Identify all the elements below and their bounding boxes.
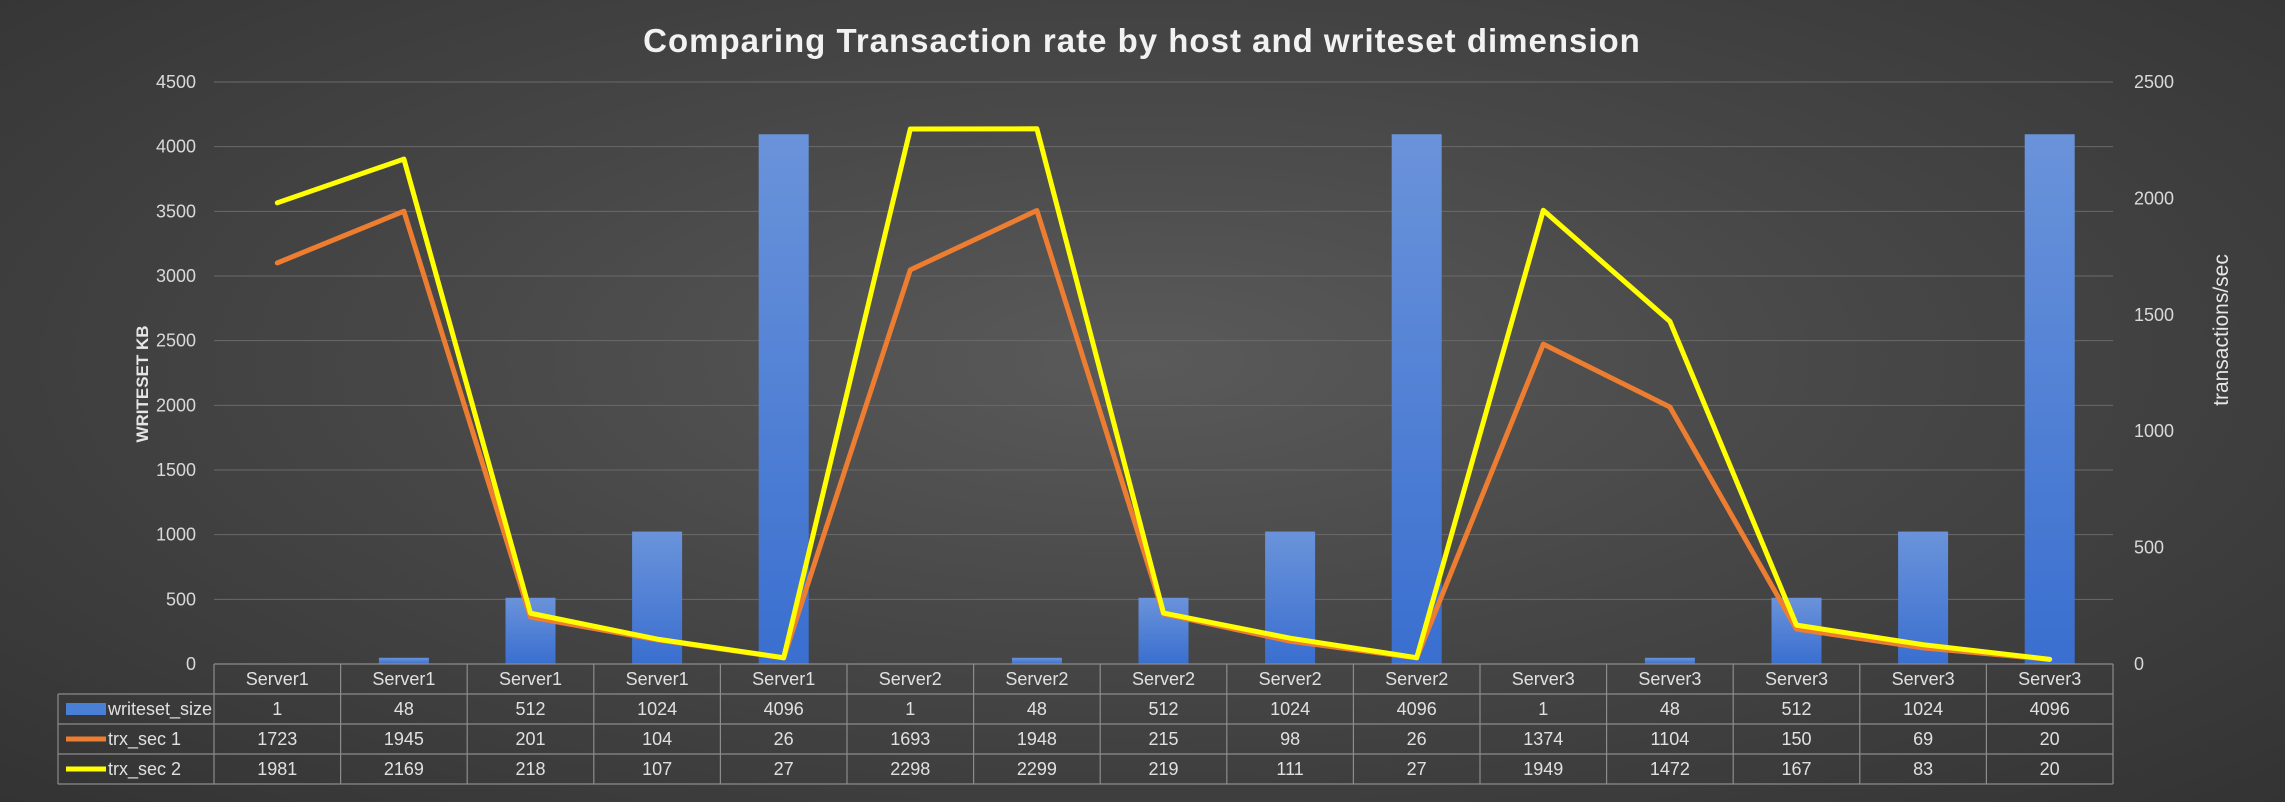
x-tick-label: Server2	[1132, 669, 1195, 689]
y2-tick-label: 1000	[2134, 421, 2174, 441]
data-label: 2169	[384, 759, 424, 779]
data-label: 48	[394, 699, 414, 719]
data-label: 218	[515, 759, 545, 779]
line-series-trx_sec-2	[274, 126, 2053, 662]
y2-tick-label: 2500	[2134, 72, 2174, 92]
y2-axis-label: transactions/sec	[2210, 254, 2233, 406]
data-label: 1693	[890, 729, 930, 749]
data-label: 1723	[257, 729, 297, 749]
x-tick-label: Server1	[372, 669, 435, 689]
data-label: 26	[774, 729, 794, 749]
y-tick-label: 4000	[156, 137, 196, 157]
x-tick-label: Server3	[2018, 669, 2081, 689]
bar	[1391, 134, 1442, 664]
y-tick-label: 0	[186, 654, 196, 674]
x-tick-label: Server3	[1638, 669, 1701, 689]
data-label: 1024	[1270, 699, 1310, 719]
data-label: 1024	[637, 699, 677, 719]
bar	[378, 657, 429, 664]
data-label: 48	[1660, 699, 1680, 719]
data-label: 1981	[257, 759, 297, 779]
data-label: 1	[1538, 699, 1548, 719]
data-label: 1374	[1523, 729, 1563, 749]
legend-label: trx_sec 2	[108, 759, 181, 780]
data-label: 104	[642, 729, 672, 749]
data-label: 1024	[1903, 699, 1943, 719]
y-axis-ticks: 0 500 1000 1500 2000 2500 3000 3500 4000 4500	[156, 72, 196, 674]
data-label: 512	[1148, 699, 1178, 719]
data-label: 69	[1913, 729, 1933, 749]
y-tick-label: 2500	[156, 331, 196, 351]
bar-series	[252, 134, 2075, 664]
bar	[758, 134, 809, 664]
data-label: 98	[1280, 729, 1300, 749]
x-tick-label: Server1	[246, 669, 309, 689]
x-tick-label: Server3	[1765, 669, 1828, 689]
x-tick-label: Server2	[879, 669, 942, 689]
y-tick-label: 2000	[156, 395, 196, 415]
data-label: 83	[1913, 759, 1933, 779]
data-label: 2299	[1017, 759, 1057, 779]
bar	[1644, 657, 1695, 664]
chart-title: Comparing Transaction rate by host and w…	[643, 22, 1641, 59]
y-tick-label: 1000	[156, 525, 196, 545]
data-label: 2298	[890, 759, 930, 779]
data-label: 150	[1781, 729, 1811, 749]
data-label: 27	[1407, 759, 1427, 779]
x-tick-label: Server1	[499, 669, 562, 689]
x-tick-label: Server2	[1259, 669, 1322, 689]
line-series	[274, 126, 2053, 662]
x-tick-label: Server1	[626, 669, 689, 689]
data-label: 1948	[1017, 729, 1057, 749]
y-tick-label: 3000	[156, 266, 196, 286]
data-label: 20	[2040, 729, 2060, 749]
x-tick-label: Server2	[1005, 669, 1068, 689]
bar	[2024, 134, 2075, 664]
data-label: 4096	[1397, 699, 1437, 719]
data-label: 1949	[1523, 759, 1563, 779]
gridlines	[214, 81, 2113, 600]
y-axis-label: WRITESET KB	[133, 325, 152, 442]
x-tick-label: Server2	[1385, 669, 1448, 689]
y2-tick-label: 500	[2134, 538, 2164, 558]
y2-tick-label: 2000	[2134, 188, 2174, 208]
data-label: 27	[774, 759, 794, 779]
data-label: 111	[1276, 759, 1303, 779]
y2-tick-label: 0	[2134, 654, 2144, 674]
data-label: 4096	[764, 699, 804, 719]
data-label: 1	[272, 699, 282, 719]
data-label: 107	[642, 759, 672, 779]
data-label: 1472	[1650, 759, 1690, 779]
data-label: 215	[1148, 729, 1178, 749]
data-label: 1	[905, 699, 915, 719]
legend-label: writeset_size	[107, 699, 212, 720]
data-label: 48	[1027, 699, 1047, 719]
data-label: 219	[1148, 759, 1178, 779]
x-tick-label: Server3	[1892, 669, 1955, 689]
y2-axis-ticks: 0 500 1000 1500 2000 2500	[2134, 72, 2174, 674]
data-label: 20	[2040, 759, 2060, 779]
x-tick-label: Server3	[1512, 669, 1575, 689]
legend-key	[66, 703, 106, 715]
data-label: 1945	[384, 729, 424, 749]
data-table: Server1 Server1 Server1 Server1 Server1 Serve…	[57, 663, 2114, 785]
legend-label: trx_sec 1	[108, 729, 181, 750]
y-tick-label: 500	[166, 589, 196, 609]
data-label: 1104	[1651, 729, 1690, 749]
x-tick-label: Server1	[752, 669, 815, 689]
data-label: 167	[1781, 759, 1811, 779]
bar	[1011, 657, 1062, 664]
data-label: 512	[515, 699, 545, 719]
data-label: 26	[1407, 729, 1427, 749]
y-tick-label: 1500	[156, 460, 196, 480]
y-tick-label: 4500	[156, 72, 196, 92]
data-label: 512	[1781, 699, 1811, 719]
data-label: 4096	[2030, 699, 2070, 719]
data-label: 201	[515, 729, 545, 749]
y2-tick-label: 1500	[2134, 305, 2174, 325]
y-tick-label: 3500	[156, 201, 196, 221]
